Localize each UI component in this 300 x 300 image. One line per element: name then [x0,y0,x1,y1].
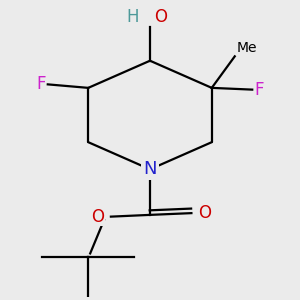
Text: N: N [143,160,157,178]
Text: H: H [126,8,139,26]
Text: Me: Me [237,40,258,55]
Text: O: O [91,208,104,226]
Text: F: F [254,81,264,99]
Text: O: O [154,8,168,26]
Text: N: N [143,160,157,178]
Text: O: O [198,204,211,222]
Text: F: F [36,75,46,93]
